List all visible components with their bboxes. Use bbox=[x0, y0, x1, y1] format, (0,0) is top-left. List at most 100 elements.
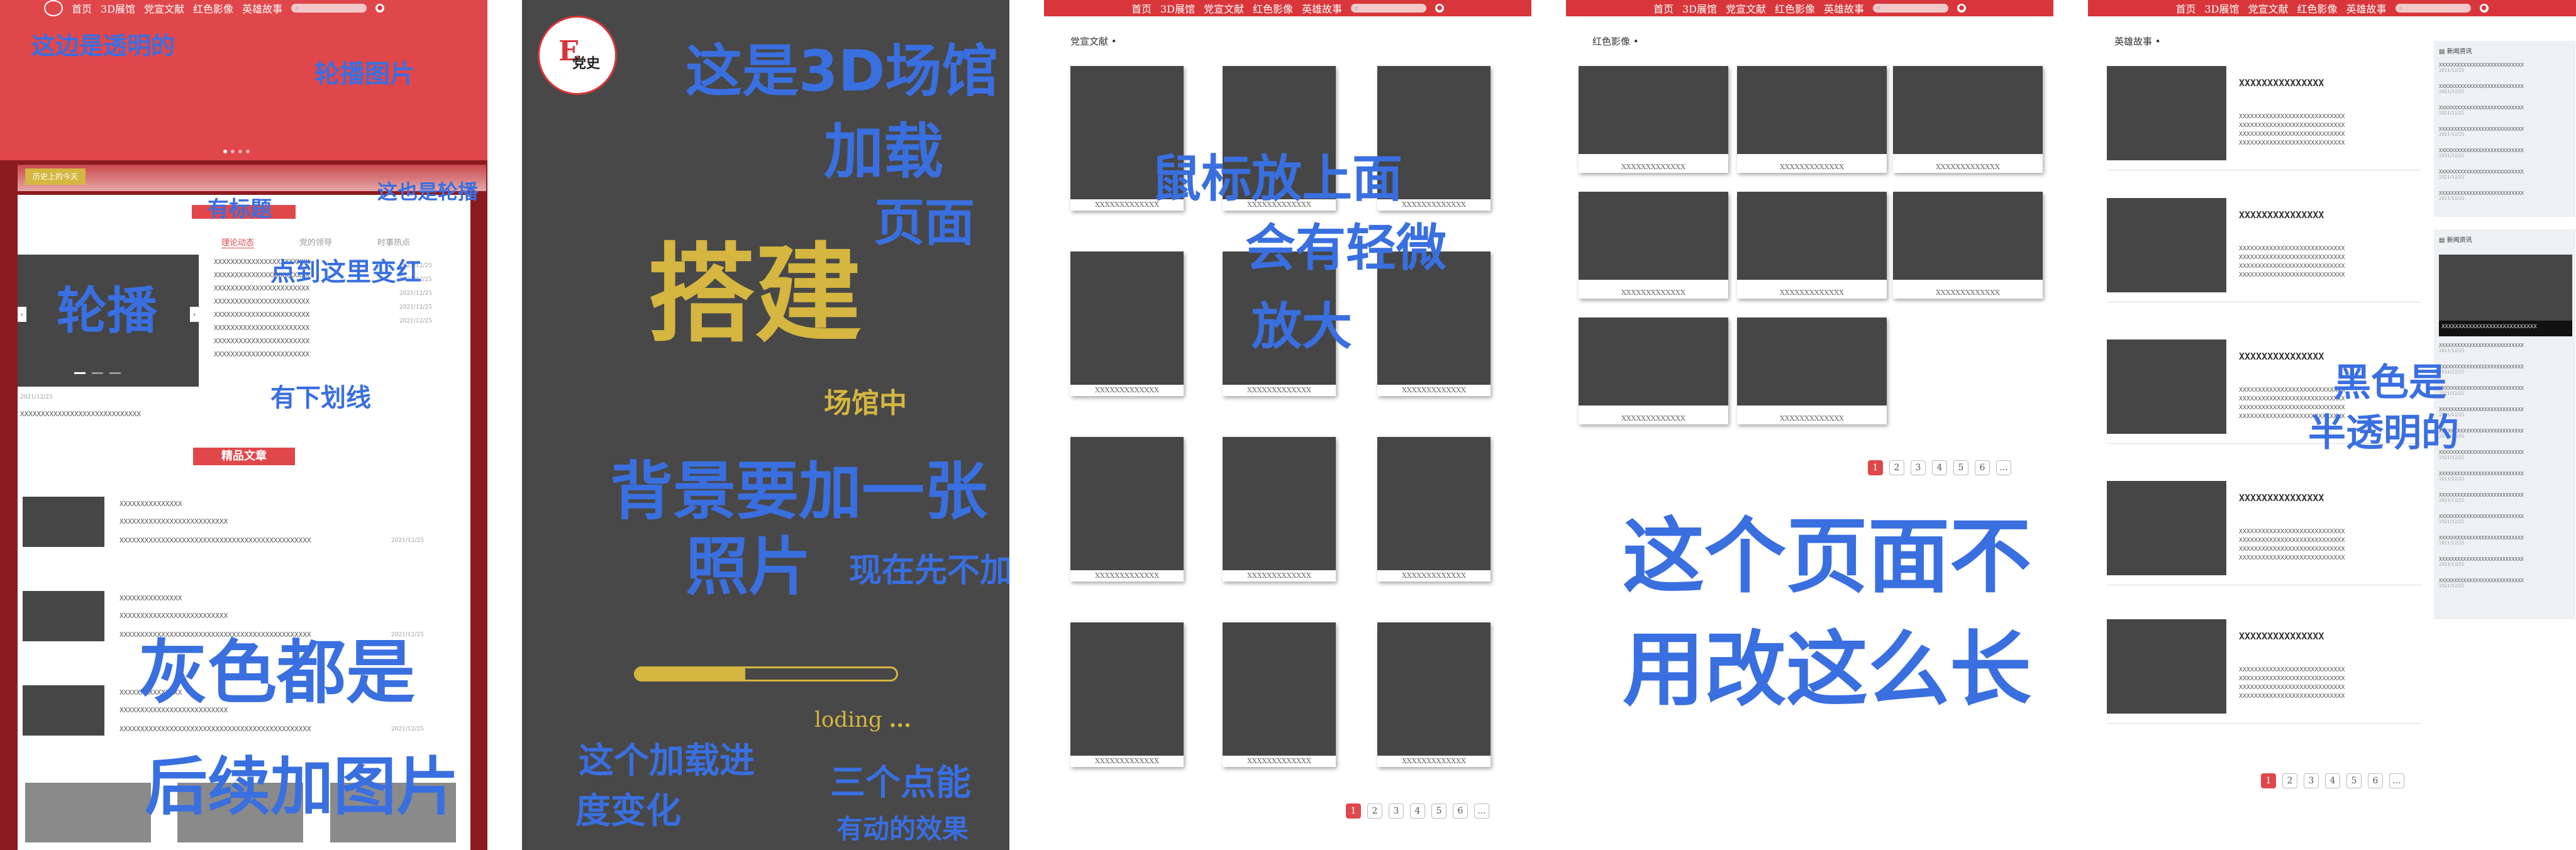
story-title[interactable]: XXXXXXXXXXXXXXX bbox=[2239, 631, 2324, 642]
footer-thumb[interactable] bbox=[330, 783, 456, 842]
image-card[interactable]: XXXXXXXXXXXXX bbox=[1893, 66, 2043, 173]
page-button[interactable]: 6 bbox=[1453, 803, 1468, 819]
news-line[interactable]: XXXXXXXXXXXXXXXXXXXXXXX bbox=[214, 350, 310, 358]
doc-card[interactable]: XXXXXXXXXXXXX bbox=[1070, 622, 1184, 767]
image-card[interactable]: XXXXXXXXXXXXX bbox=[1579, 192, 1728, 299]
carousel-dot[interactable] bbox=[246, 150, 250, 153]
sidebar-item[interactable]: XXXXXXXXXXXXXXXXXXXXXXXXXXXX 2021/12/25 bbox=[2439, 385, 2571, 407]
nav-home[interactable]: 首页 bbox=[1131, 3, 1152, 15]
tab-theory[interactable]: 理论动态 bbox=[221, 236, 255, 248]
page-button[interactable]: 1 bbox=[1868, 460, 1883, 475]
doc-card[interactable]: XXXXXXXXXXXXX bbox=[1223, 622, 1336, 767]
article-line[interactable]: XXXXXXXXXXXXXXX bbox=[119, 594, 182, 602]
story-thumb[interactable] bbox=[2107, 481, 2226, 575]
page-button[interactable]: 2 bbox=[2282, 773, 2297, 788]
doc-card[interactable]: XXXXXXXXXXXXX bbox=[1223, 437, 1336, 582]
nav-3d[interactable]: 3D展馆 bbox=[2204, 3, 2240, 15]
doc-card[interactable]: XXXXXXXXXXXXX bbox=[1377, 437, 1491, 582]
story-title[interactable]: XXXXXXXXXXXXXXX bbox=[2239, 351, 2324, 362]
news-line[interactable]: XXXXXXXXXXXXXXXXXXXXXXX bbox=[214, 337, 310, 345]
history-today-badge[interactable]: 历史上的今天 bbox=[25, 168, 86, 185]
sidebar-item[interactable]: XXXXXXXXXXXXXXXXXXXXXXXXXXXX 2021/12/25 bbox=[2439, 190, 2571, 212]
page-button[interactable]: 4 bbox=[1410, 803, 1425, 819]
image-card[interactable]: XXXXXXXXXXXXX bbox=[1737, 192, 1887, 299]
article-line[interactable]: XXXXXXXXXXXXXXXXXXXXXXXXXXXXXXXXXXXXXXXX… bbox=[119, 725, 311, 733]
page-button[interactable]: ... bbox=[1996, 460, 2011, 475]
image-card[interactable]: XXXXXXXXXXXXX bbox=[1737, 317, 1887, 424]
news-line[interactable]: XXXXXXXXXXXXXXXXXXXXXXX bbox=[214, 311, 310, 319]
sidebar-item[interactable]: XXXXXXXXXXXXXXXXXXXXXXXXXXXX 2021/12/25 bbox=[2439, 535, 2571, 556]
nav-heroes[interactable]: 英雄故事 bbox=[1302, 3, 1343, 15]
sidebar-item[interactable]: XXXXXXXXXXXXXXXXXXXXXXXXXXXX 2021/12/25 bbox=[2439, 148, 2571, 169]
sidebar-item[interactable]: XXXXXXXXXXXXXXXXXXXXXXXXXXXX 2021/12/25 bbox=[2439, 492, 2571, 514]
article-line[interactable]: XXXXXXXXXXXXXXXXXXXXXXXXXXXXXXXXXXXXXXXX… bbox=[119, 631, 311, 639]
carousel-next[interactable]: › bbox=[190, 307, 199, 322]
article-thumb[interactable] bbox=[23, 497, 104, 547]
footer-thumb[interactable] bbox=[177, 783, 303, 842]
page-button[interactable]: 3 bbox=[2304, 773, 2319, 788]
article-line[interactable]: XXXXXXXXXXXXXXXXXXXXXXXXXX bbox=[119, 517, 228, 526]
search-input[interactable]: ⌕ bbox=[2395, 4, 2471, 13]
search-input[interactable]: ⌕ bbox=[291, 4, 367, 13]
nav-images[interactable]: 红色影像 bbox=[1775, 3, 1816, 15]
nav-home[interactable]: 首页 bbox=[2175, 3, 2196, 15]
story-thumb[interactable] bbox=[2107, 66, 2226, 160]
sidebar-item[interactable]: XXXXXXXXXXXXXXXXXXXXXXXXXXXX 2021/12/25 bbox=[2439, 578, 2571, 599]
sidebar-item[interactable]: XXXXXXXXXXXXXXXXXXXXXXXXXXXX 2021/12/25 bbox=[2439, 126, 2571, 148]
nav-docs[interactable]: 党宣文献 bbox=[1725, 3, 1766, 15]
news-line[interactable]: XXXXXXXXXXXXXXXXXXXXXXX bbox=[214, 258, 310, 266]
page-button[interactable]: 6 bbox=[2368, 773, 2383, 788]
sidebar-item[interactable]: XXXXXXXXXXXXXXXXXXXXXXXXXXXX 2021/12/25 bbox=[2439, 169, 2571, 190]
article-line[interactable]: XXXXXXXXXXXXXXXXXXXXXXXXXX bbox=[119, 612, 228, 620]
sidebar-item[interactable]: XXXXXXXXXXXXXXXXXXXXXXXXXXXX 2021/12/25 bbox=[2439, 343, 2571, 364]
story-thumb[interactable] bbox=[2107, 198, 2226, 292]
news-line[interactable]: XXXXXXXXXXXXXXXXXXXXXXX bbox=[214, 284, 310, 292]
user-icon[interactable]: ● bbox=[2479, 4, 2489, 13]
doc-card[interactable]: XXXXXXXXXXXXX bbox=[1377, 622, 1491, 767]
nav-home[interactable]: 首页 bbox=[1653, 3, 1674, 15]
carousel-dot[interactable] bbox=[238, 150, 242, 153]
sidebar-item[interactable]: XXXXXXXXXXXXXXXXXXXXXXXXXXXX 2021/12/25 bbox=[2439, 407, 2571, 428]
nav-3d[interactable]: 3D展馆 bbox=[1682, 3, 1717, 15]
footer-thumb[interactable] bbox=[25, 783, 151, 842]
user-icon[interactable]: ● bbox=[1435, 4, 1445, 13]
page-button[interactable]: 4 bbox=[1932, 460, 1947, 475]
story-title[interactable]: XXXXXXXXXXXXXXX bbox=[2239, 209, 2324, 221]
article-thumb[interactable] bbox=[23, 685, 104, 736]
page-button[interactable]: 3 bbox=[1911, 460, 1926, 475]
image-card[interactable]: XXXXXXXXXXXXX bbox=[1737, 66, 1887, 173]
nav-logo[interactable] bbox=[44, 0, 63, 16]
doc-card[interactable]: XXXXXXXXXXXXX bbox=[1070, 66, 1184, 211]
page-button[interactable]: 4 bbox=[2325, 773, 2340, 788]
nav-3d[interactable]: 3D展馆 bbox=[101, 3, 136, 15]
sidebar-item[interactable]: XXXXXXXXXXXXXXXXXXXXXXXXXXXX 2021/12/25 bbox=[2439, 471, 2571, 492]
user-icon[interactable]: ● bbox=[375, 4, 385, 13]
doc-card[interactable]: XXXXXXXXXXXXX bbox=[1223, 251, 1336, 396]
carousel-dot[interactable] bbox=[109, 372, 121, 374]
nav-heroes[interactable]: 英雄故事 bbox=[242, 3, 283, 15]
news-line[interactable]: XXXXXXXXXXXXXXXXXXXXXXX bbox=[214, 324, 310, 332]
carousel-dot[interactable] bbox=[231, 150, 235, 153]
doc-card[interactable]: XXXXXXXXXXXXX bbox=[1223, 66, 1336, 211]
sidebar-item[interactable]: XXXXXXXXXXXXXXXXXXXXXXXXXXXX 2021/12/25 bbox=[2439, 428, 2571, 450]
page-button[interactable]: 5 bbox=[1953, 460, 1968, 475]
story-title[interactable]: XXXXXXXXXXXXXXX bbox=[2239, 492, 2324, 504]
nav-heroes[interactable]: 英雄故事 bbox=[1824, 3, 1865, 15]
page-button[interactable]: 6 bbox=[1975, 460, 1990, 475]
carousel-dot[interactable] bbox=[92, 372, 103, 374]
article-line[interactable]: XXXXXXXXXXXXXXX bbox=[119, 500, 182, 508]
page-button[interactable]: 2 bbox=[1889, 460, 1904, 475]
article-thumb[interactable] bbox=[23, 591, 104, 641]
search-input[interactable]: ⌕ bbox=[1351, 4, 1427, 13]
nav-docs[interactable]: 党宣文献 bbox=[144, 3, 185, 15]
page-button[interactable]: 5 bbox=[1431, 803, 1446, 819]
news-line[interactable]: XXXXXXXXXXXXXXXXXXXXXXX bbox=[214, 297, 310, 306]
page-button[interactable]: 1 bbox=[1346, 803, 1361, 819]
user-icon[interactable]: ● bbox=[1957, 4, 1967, 13]
search-input[interactable]: ⌕ bbox=[1873, 4, 1949, 13]
sidebar-item[interactable]: XXXXXXXXXXXXXXXXXXXXXXXXXXXX 2021/12/25 bbox=[2439, 450, 2571, 471]
doc-card[interactable]: XXXXXXXXXXXXX bbox=[1070, 437, 1184, 582]
doc-card[interactable]: XXXXXXXXXXXXX bbox=[1070, 251, 1184, 396]
nav-heroes[interactable]: 英雄故事 bbox=[2346, 3, 2387, 15]
tab-leadership[interactable]: 党的领导 bbox=[299, 238, 333, 248]
